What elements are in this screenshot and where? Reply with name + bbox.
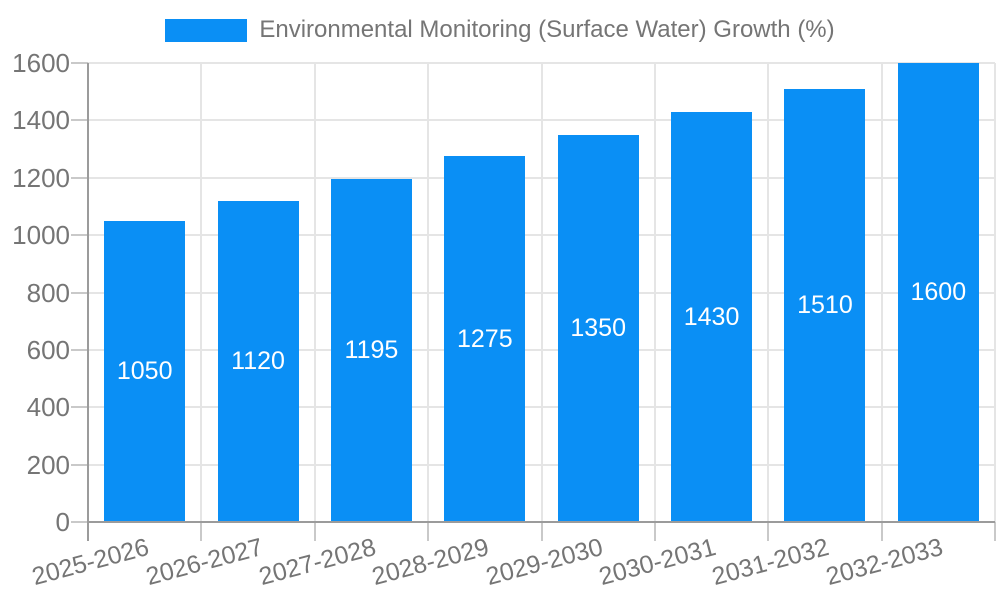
y-axis-tick <box>71 521 88 523</box>
x-axis-line <box>88 521 995 523</box>
bar[interactable]: 1430 <box>671 112 753 522</box>
x-axis-label: 2026-2027 <box>142 533 266 591</box>
bar[interactable]: 1195 <box>330 179 412 522</box>
x-axis-tick <box>427 522 430 541</box>
x-axis-label: 2029-2030 <box>482 533 606 591</box>
x-axis-tick <box>313 522 316 541</box>
gridline-vertical <box>427 63 430 522</box>
y-axis-tick-label: 0 <box>55 507 70 537</box>
x-axis-tick <box>994 522 996 541</box>
x-axis-label: 2025-2026 <box>29 533 152 591</box>
y-axis-tick-label: 1000 <box>12 220 70 251</box>
x-axis-label: 2031-2032 <box>709 533 833 591</box>
x-axis-tick <box>540 522 543 541</box>
gridline-vertical <box>653 63 656 522</box>
bar-value-label: 1430 <box>683 302 740 331</box>
bar-value-label: 1510 <box>797 291 853 319</box>
y-axis-tick-label: 1200 <box>12 162 70 193</box>
bar[interactable]: 1600 <box>897 63 979 522</box>
y-axis-tick <box>71 348 88 351</box>
legend-swatch <box>165 18 248 42</box>
bar[interactable]: 1350 <box>557 135 639 522</box>
x-axis-tick <box>200 522 203 541</box>
legend-label: Environmental Monitoring (Surface Water)… <box>259 16 835 43</box>
bar-value-label: 1600 <box>910 278 967 306</box>
y-axis-tick-label: 800 <box>26 277 70 308</box>
y-axis-tick <box>71 119 88 122</box>
y-axis-tick <box>71 463 88 466</box>
y-axis-tick-label: 200 <box>26 449 70 480</box>
x-axis-tick <box>767 522 770 541</box>
x-axis-label: 2027-2028 <box>255 533 379 591</box>
x-axis-label: 2028-2029 <box>369 533 493 591</box>
bar-value-label: 1050 <box>116 357 173 385</box>
y-axis-tick <box>71 62 88 64</box>
bar[interactable]: 1120 <box>217 201 299 522</box>
plot-area: 1050 1120 1195 1275 1350 1430 1510 1600 <box>88 62 996 522</box>
gridline-vertical <box>540 63 543 522</box>
chart-legend[interactable]: Environmental Monitoring (Surface Water)… <box>0 16 1000 44</box>
gridline-vertical <box>767 63 770 522</box>
bar[interactable]: 1050 <box>104 221 186 522</box>
bar-value-label: 1195 <box>344 336 399 364</box>
y-axis-tick-label: 400 <box>26 392 70 423</box>
y-axis-tick-label: 1400 <box>12 105 70 136</box>
gridline-vertical <box>200 63 203 522</box>
y-axis-tick <box>71 176 88 179</box>
y-axis-tick <box>71 234 88 237</box>
y-axis-line <box>87 63 89 541</box>
y-axis-tick-label: 1600 <box>12 48 70 78</box>
bar[interactable]: 1275 <box>444 156 526 522</box>
y-axis-tick-label: 600 <box>26 334 70 365</box>
y-axis-tick <box>71 291 88 294</box>
x-axis-label: 2030-2031 <box>596 533 719 591</box>
y-axis-tick <box>71 406 88 409</box>
bar[interactable]: 1510 <box>784 89 866 522</box>
bar-value-label: 1120 <box>231 347 285 375</box>
gridline-vertical <box>313 63 316 522</box>
x-axis-tick <box>880 522 883 541</box>
x-axis-label: 2032-2033 <box>822 533 946 591</box>
gridline-vertical <box>994 63 996 522</box>
gridline-vertical <box>880 63 883 522</box>
bar-value-label: 1350 <box>570 314 626 342</box>
bar-value-label: 1275 <box>457 324 513 353</box>
x-axis-tick <box>653 522 656 541</box>
